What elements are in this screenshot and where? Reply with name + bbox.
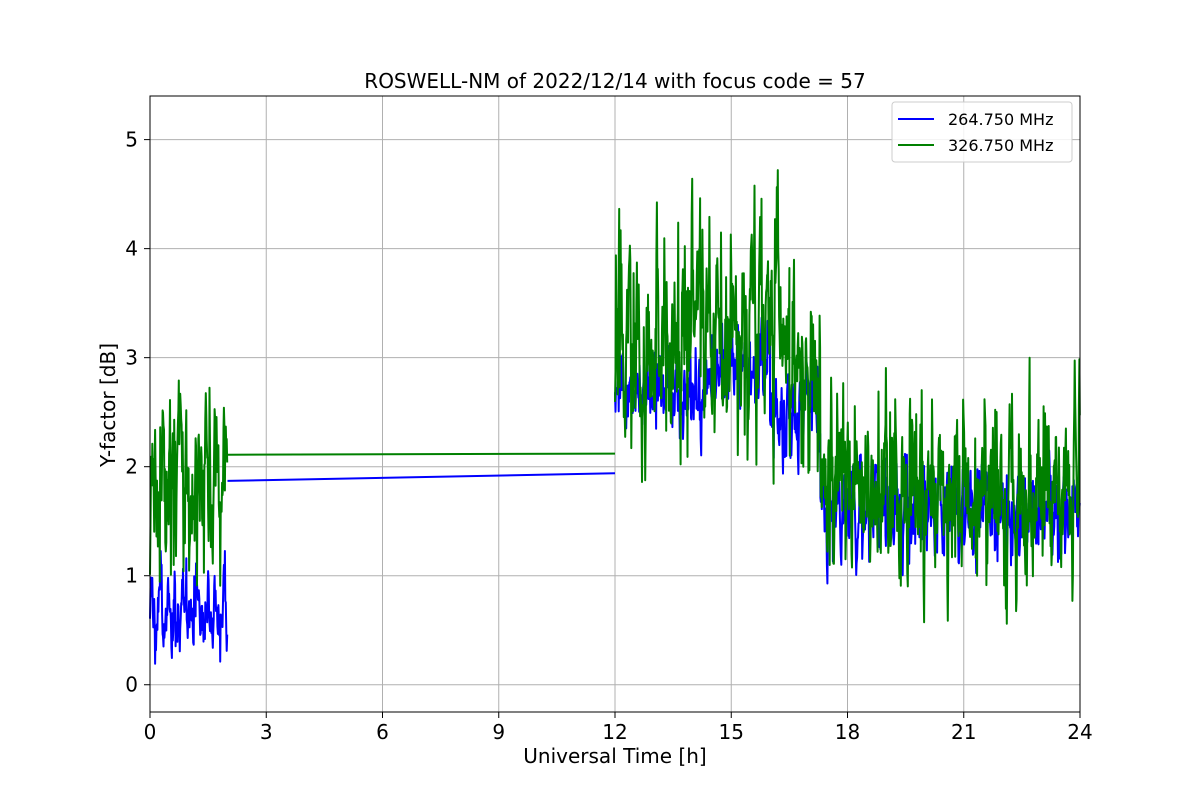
legend-box xyxy=(891,101,1073,163)
chart-title: ROSWELL-NM of 2022/12/14 with focus code… xyxy=(364,69,865,93)
series-264-mhz-gap-line xyxy=(227,472,616,482)
x-tick-label: 0 xyxy=(144,720,157,744)
y-tick-label: 5 xyxy=(125,128,138,152)
series-layer xyxy=(149,169,1081,665)
legend-label-326-mhz: 326.750 MHz xyxy=(948,136,1053,155)
x-tick-label: 6 xyxy=(376,720,389,744)
x-tick-label: 9 xyxy=(492,720,505,744)
x-tick-label: 21 xyxy=(951,720,976,744)
y-tick-label: 4 xyxy=(125,237,138,261)
series-326-mhz-gap-line xyxy=(227,452,616,456)
y-tick-label: 2 xyxy=(125,455,138,479)
legend: 264.750 MHz 326.750 MHz xyxy=(891,101,1073,163)
series-326-mhz-late-trace xyxy=(614,169,1081,625)
x-tick-label: 15 xyxy=(719,720,744,744)
x-tick-label: 24 xyxy=(1067,720,1092,744)
x-axis-label: Universal Time [h] xyxy=(523,744,706,768)
y-tick-label: 3 xyxy=(125,346,138,370)
y-tick-label: 0 xyxy=(125,673,138,697)
series-264-mhz-early-trace xyxy=(149,550,229,665)
series-326-mhz-early-trace xyxy=(149,379,229,587)
y-tick-label: 1 xyxy=(125,564,138,588)
x-tick-label: 18 xyxy=(835,720,860,744)
x-tick-label: 12 xyxy=(602,720,627,744)
x-tick-label: 3 xyxy=(260,720,273,744)
y-axis-label: Y-factor [dB] xyxy=(96,343,120,468)
legend-label-264-mhz: 264.750 MHz xyxy=(948,110,1053,129)
